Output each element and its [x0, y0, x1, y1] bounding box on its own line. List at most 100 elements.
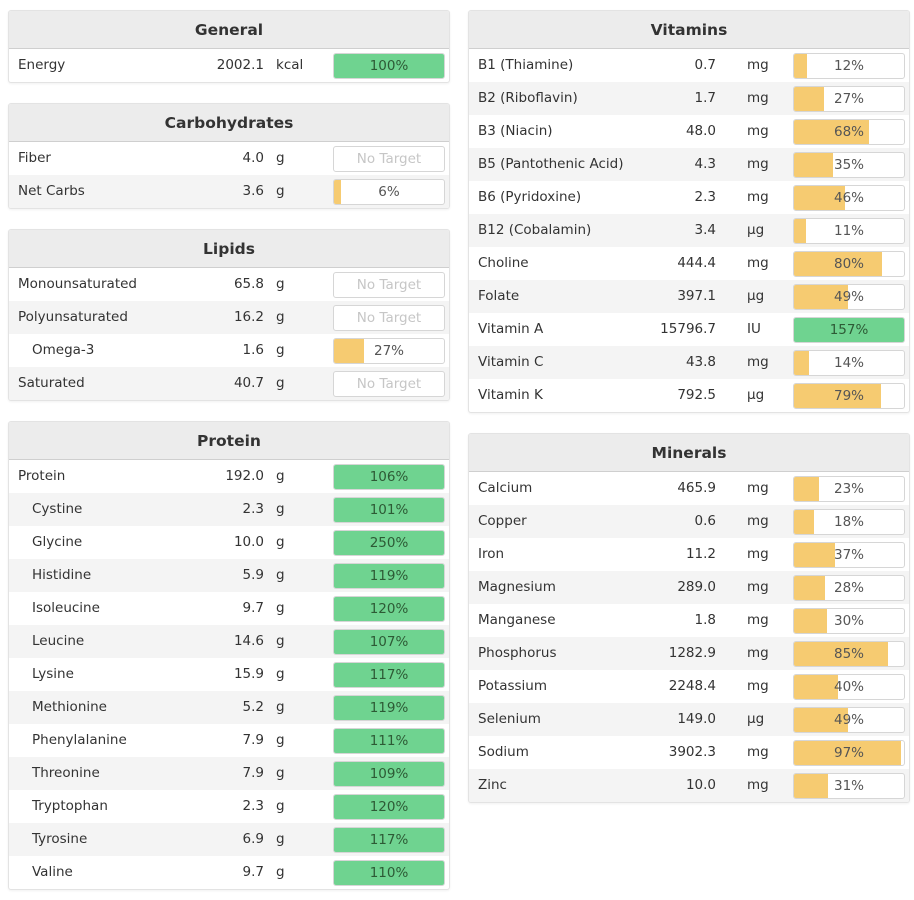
target-progress-bar: 120% [333, 794, 445, 820]
nutrient-row: B1 (Thiamine) 0.7 mg 12% [469, 49, 909, 82]
target-progress-bar: 14% [793, 350, 905, 376]
progress-fill [794, 642, 888, 666]
target-progress-bar: No Target [333, 146, 445, 172]
progress-label: 85% [833, 646, 864, 662]
target-progress-bar: 80% [793, 251, 905, 277]
panel-title: General [9, 11, 449, 49]
target-progress-bar: 23% [793, 476, 905, 502]
nutrient-unit: g [276, 309, 285, 325]
nutrient-unit: g [276, 276, 285, 292]
nutrient-row: Calcium 465.9 mg 23% [469, 472, 909, 505]
nutrient-name: Copper [478, 513, 527, 529]
nutrient-unit: mg [747, 354, 769, 370]
nutrient-amount: 4.0 [242, 150, 264, 166]
progress-fill [794, 120, 869, 144]
progress-fill [794, 219, 807, 243]
nutrient-name: B6 (Pyridoxine) [478, 189, 582, 205]
nutrient-amount: 149.0 [677, 711, 716, 727]
progress-label: 6% [378, 184, 400, 200]
nutrient-amount: 1282.9 [668, 645, 716, 661]
progress-fill [794, 510, 814, 534]
progress-label: 110% [369, 865, 409, 881]
nutrient-amount: 0.7 [694, 57, 716, 73]
nutrient-amount: 3.4 [694, 222, 716, 238]
nutrient-amount: 397.1 [677, 288, 716, 304]
nutrient-name: Vitamin A [478, 321, 544, 337]
target-progress-bar: 250% [333, 530, 445, 556]
target-progress-bar: 18% [793, 509, 905, 535]
nutrient-unit: mg [747, 777, 769, 793]
progress-fill [794, 153, 833, 177]
nutrient-unit: g [276, 864, 285, 880]
progress-label: 11% [833, 223, 864, 239]
nutrient-name: Histidine [32, 567, 92, 583]
nutrient-row: Phenylalanine 7.9 g 111% [9, 724, 449, 757]
progress-label: No Target [356, 376, 422, 392]
nutrient-row: Tyrosine 6.9 g 117% [9, 823, 449, 856]
nutrient-unit: g [276, 567, 285, 583]
nutrient-row: Vitamin A 15796.7 IU 157% [469, 313, 909, 346]
progress-label: 250% [369, 535, 409, 551]
progress-fill [794, 351, 810, 375]
nutrient-name: Calcium [478, 480, 533, 496]
progress-label: 37% [833, 547, 864, 563]
nutrient-amount: 465.9 [677, 480, 716, 496]
nutrient-row: B6 (Pyridoxine) 2.3 mg 46% [469, 181, 909, 214]
target-progress-bar: No Target [333, 371, 445, 397]
progress-fill [794, 609, 827, 633]
nutrient-name: Zinc [478, 777, 507, 793]
nutrient-amount: 11.2 [685, 546, 716, 562]
progress-label: 27% [373, 343, 404, 359]
nutrient-unit: g [276, 798, 285, 814]
progress-fill [794, 708, 848, 732]
progress-label: 27% [833, 91, 864, 107]
nutrient-unit: µg [747, 711, 765, 727]
nutrient-unit: g [276, 468, 285, 484]
progress-fill [334, 54, 444, 78]
progress-fill [334, 861, 444, 885]
target-progress-bar: 101% [333, 497, 445, 523]
progress-fill [794, 675, 838, 699]
nutrient-name: Glycine [32, 534, 83, 550]
target-progress-bar: 85% [793, 641, 905, 667]
nutrient-amount: 40.7 [233, 375, 264, 391]
nutrient-unit: mg [747, 189, 769, 205]
nutrient-row: Choline 444.4 mg 80% [469, 247, 909, 280]
lipids-panel: Lipids Monounsaturated 65.8 g No Target Poly… [8, 229, 450, 401]
progress-fill [794, 285, 848, 309]
target-progress-bar: 120% [333, 596, 445, 622]
progress-label: 120% [369, 799, 409, 815]
nutrient-row: Polyunsaturated 16.2 g No Target [9, 301, 449, 334]
nutrient-name: Potassium [478, 678, 548, 694]
nutrient-unit: µg [747, 387, 765, 403]
progress-label: 18% [833, 514, 864, 530]
progress-label: 79% [833, 388, 864, 404]
progress-fill [794, 543, 835, 567]
nutrient-row: Lysine 15.9 g 117% [9, 658, 449, 691]
nutrient-name: Iron [478, 546, 505, 562]
progress-label: 31% [833, 778, 864, 794]
progress-label: 111% [369, 733, 409, 749]
panel-title: Protein [9, 422, 449, 460]
nutrient-unit: µg [747, 288, 765, 304]
progress-label: 49% [833, 289, 864, 305]
nutrient-unit: mg [747, 546, 769, 562]
nutrient-row: Isoleucine 9.7 g 120% [9, 592, 449, 625]
target-progress-bar: No Target [333, 272, 445, 298]
nutrient-row: Energy 2002.1 kcal 100% [9, 49, 449, 82]
progress-fill [334, 597, 444, 621]
progress-label: 109% [369, 766, 409, 782]
target-progress-bar: 37% [793, 542, 905, 568]
nutrient-name: Phenylalanine [32, 732, 127, 748]
nutrient-row: Vitamin K 792.5 µg 79% [469, 379, 909, 412]
nutrient-row: B12 (Cobalamin) 3.4 µg 11% [469, 214, 909, 247]
progress-label: 117% [369, 667, 409, 683]
progress-label: 80% [833, 256, 864, 272]
progress-fill [334, 630, 444, 654]
nutrient-name: Leucine [32, 633, 85, 649]
nutrient-row: Manganese 1.8 mg 30% [469, 604, 909, 637]
nutrient-amount: 3902.3 [668, 744, 716, 760]
panel-title: Carbohydrates [9, 104, 449, 142]
nutrient-amount: 16.2 [233, 309, 264, 325]
target-progress-bar: 111% [333, 728, 445, 754]
